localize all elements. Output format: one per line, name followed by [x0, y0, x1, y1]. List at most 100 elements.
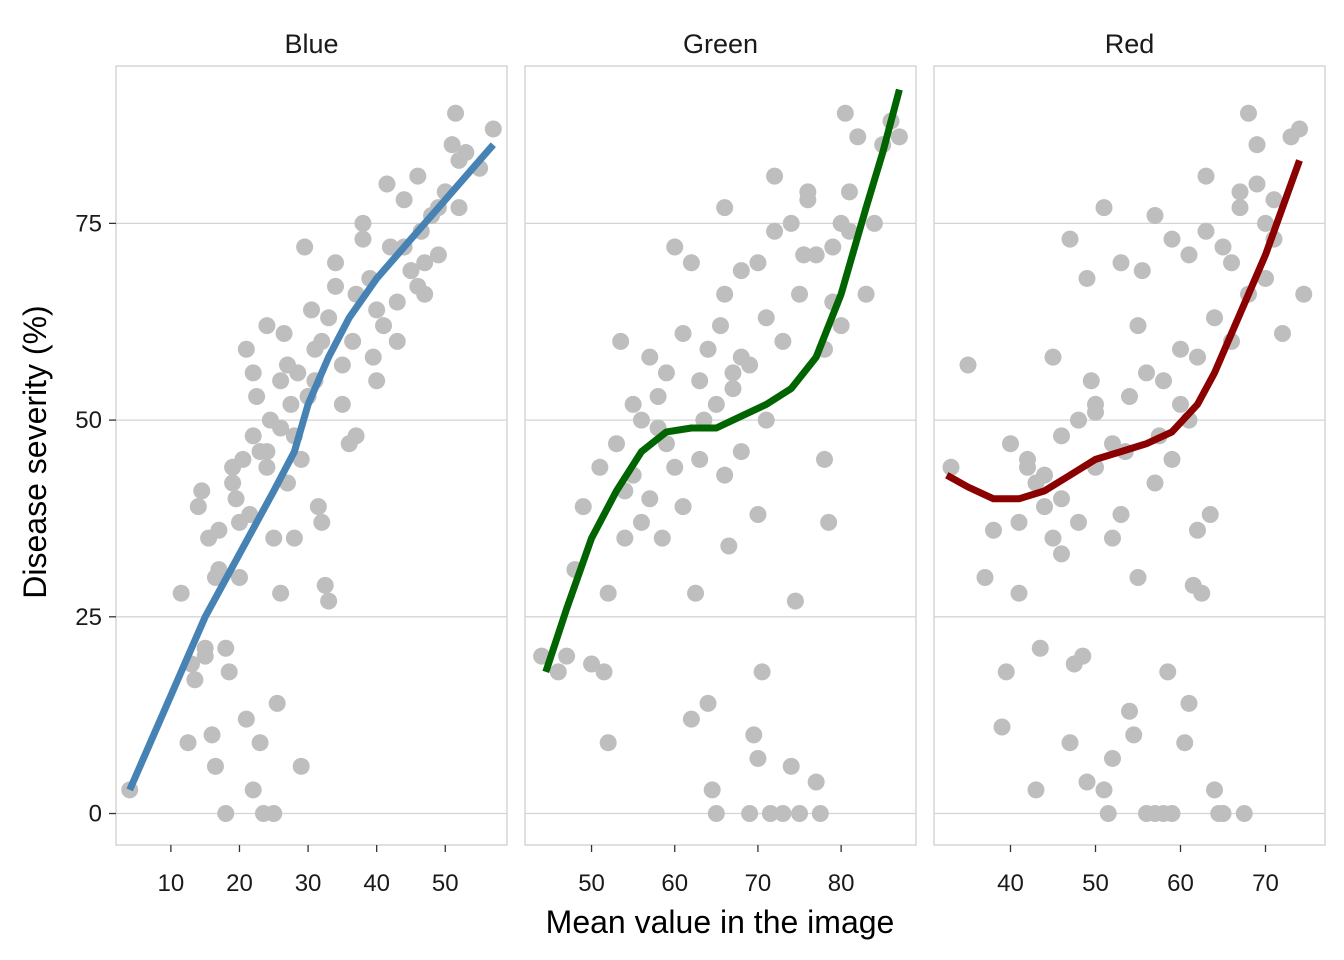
- data-point: [265, 529, 283, 547]
- data-point: [1104, 749, 1121, 767]
- data-point: [1082, 372, 1100, 390]
- data-point: [599, 584, 617, 602]
- data-point: [1112, 254, 1130, 272]
- data-point: [457, 144, 475, 162]
- data-point: [272, 419, 290, 437]
- data-point: [682, 710, 700, 728]
- data-point: [275, 325, 293, 343]
- data-point: [699, 340, 717, 358]
- data-point: [824, 238, 842, 256]
- data-point: [1027, 474, 1045, 492]
- data-point: [272, 372, 290, 390]
- data-point: [691, 372, 709, 390]
- data-point: [285, 529, 303, 547]
- data-point: [272, 584, 290, 602]
- data-point: [292, 450, 310, 468]
- data-point: [782, 214, 800, 232]
- data-point: [244, 781, 262, 799]
- data-point: [1223, 254, 1240, 272]
- data-point: [595, 663, 613, 681]
- data-point: [1027, 781, 1045, 799]
- data-point: [1087, 395, 1104, 413]
- data-point: [985, 521, 1002, 539]
- data-point: [716, 285, 734, 303]
- data-point: [248, 387, 266, 405]
- data-point: [741, 356, 759, 374]
- data-point: [583, 655, 601, 673]
- data-point: [1163, 450, 1181, 468]
- data-point: [757, 411, 775, 429]
- data-point: [791, 805, 809, 823]
- data-point: [354, 214, 372, 232]
- data-point: [732, 443, 750, 461]
- data-point: [450, 199, 468, 217]
- data-point: [1180, 694, 1198, 712]
- data-point: [251, 734, 269, 752]
- panel-title-blue: Blue: [284, 29, 338, 59]
- data-point: [1257, 269, 1274, 287]
- data-point: [632, 411, 650, 429]
- data-point: [303, 301, 320, 319]
- data-point: [616, 529, 634, 547]
- data-point: [1206, 781, 1223, 799]
- data-point: [774, 332, 792, 350]
- data-point: [674, 325, 692, 343]
- data-point: [753, 663, 771, 681]
- data-point: [1121, 387, 1138, 405]
- data-point: [402, 262, 420, 280]
- data-point: [1078, 269, 1096, 287]
- data-point: [1240, 104, 1257, 122]
- data-point: [378, 175, 396, 193]
- data-point: [1248, 136, 1266, 154]
- data-point: [612, 332, 630, 350]
- y-axis-title: Disease severity (%): [17, 305, 53, 598]
- data-point: [1053, 545, 1070, 563]
- data-point: [732, 262, 750, 280]
- data-point: [1163, 230, 1181, 248]
- data-point: [313, 332, 331, 350]
- data-point: [1189, 521, 1206, 539]
- x-tick-label: 50: [1082, 870, 1109, 897]
- data-point: [608, 435, 626, 453]
- data-point: [227, 490, 245, 508]
- data-point: [865, 214, 883, 232]
- data-point: [716, 466, 734, 484]
- x-tick-label: 60: [661, 870, 688, 897]
- data-point: [220, 663, 238, 681]
- data-point: [791, 285, 809, 303]
- data-point: [327, 254, 345, 272]
- data-point: [210, 561, 228, 579]
- fit-line-green: [542, 88, 903, 673]
- data-point: [749, 506, 767, 524]
- data-point: [333, 356, 351, 374]
- data-point: [695, 411, 713, 429]
- data-point: [1146, 207, 1164, 225]
- data-point: [193, 482, 211, 500]
- data-point: [815, 450, 833, 468]
- data-point: [217, 805, 235, 823]
- data-point: [1031, 639, 1049, 657]
- data-point: [840, 183, 858, 201]
- x-tick-label: 60: [1167, 870, 1194, 897]
- data-point: [1129, 317, 1147, 335]
- data-point: [1155, 372, 1172, 390]
- panels-layer: Blue 0 25 50 75 10 20 30 40 50 Green 50 60 70 80 Red 40 5…: [75, 29, 1326, 897]
- data-point: [832, 317, 850, 335]
- x-tick-label: 50: [578, 870, 605, 897]
- data-point: [1036, 498, 1053, 516]
- x-tick-label: 40: [363, 870, 390, 897]
- data-point: [820, 513, 838, 531]
- data-point: [549, 663, 567, 681]
- data-point: [179, 734, 197, 752]
- data-point: [632, 513, 650, 531]
- data-point: [258, 458, 276, 476]
- data-point: [558, 647, 576, 665]
- data-point: [296, 238, 314, 256]
- panel-border: [933, 65, 1326, 846]
- data-point: [745, 726, 763, 744]
- panel-blue: Blue 0 25 50 75 10 20 30 40 50: [75, 29, 508, 897]
- x-tick-label: 70: [745, 870, 772, 897]
- data-point: [1074, 647, 1092, 665]
- fit-line-blue: [126, 142, 496, 792]
